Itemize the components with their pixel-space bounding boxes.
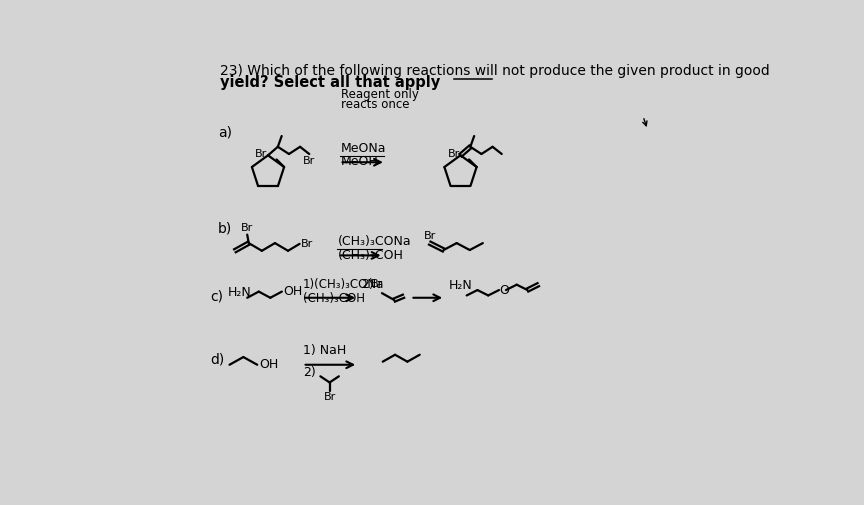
Text: 2): 2) (361, 278, 374, 291)
Text: (CH₃)₃COH: (CH₃)₃COH (338, 249, 404, 262)
Text: Reagent only: Reagent only (341, 88, 419, 102)
Text: Br: Br (255, 149, 267, 160)
Text: Br: Br (448, 149, 460, 160)
Text: Br: Br (323, 392, 336, 402)
Text: MeONa: MeONa (341, 142, 387, 156)
Text: reacts once: reacts once (341, 98, 410, 112)
Text: (CH₃)₃CONa: (CH₃)₃CONa (338, 235, 412, 248)
Text: Br: Br (303, 156, 315, 166)
Text: H₂N: H₂N (228, 285, 251, 298)
Text: 1)(CH₃)₃CONa: 1)(CH₃)₃CONa (302, 278, 384, 291)
Text: (CH₃)₃COH: (CH₃)₃COH (302, 292, 365, 306)
Text: c): c) (210, 289, 223, 303)
Text: O: O (499, 284, 509, 297)
Text: Br: Br (241, 223, 253, 233)
Text: OH: OH (283, 285, 302, 298)
Text: b): b) (218, 221, 232, 235)
Text: 1) NaH: 1) NaH (302, 344, 346, 357)
Text: Br: Br (302, 239, 314, 249)
Text: MeOH: MeOH (341, 156, 379, 168)
Text: H₂N: H₂N (449, 279, 473, 292)
Text: yield? Select all that apply: yield? Select all that apply (219, 75, 440, 90)
Text: Br: Br (371, 279, 383, 289)
Text: Br: Br (423, 231, 435, 241)
Text: 23) Which of the following reactions will not produce the given product in good: 23) Which of the following reactions wil… (219, 64, 769, 78)
Text: d): d) (210, 352, 225, 366)
Text: a): a) (218, 126, 232, 140)
Text: OH: OH (259, 358, 278, 371)
Text: 2): 2) (302, 366, 315, 379)
